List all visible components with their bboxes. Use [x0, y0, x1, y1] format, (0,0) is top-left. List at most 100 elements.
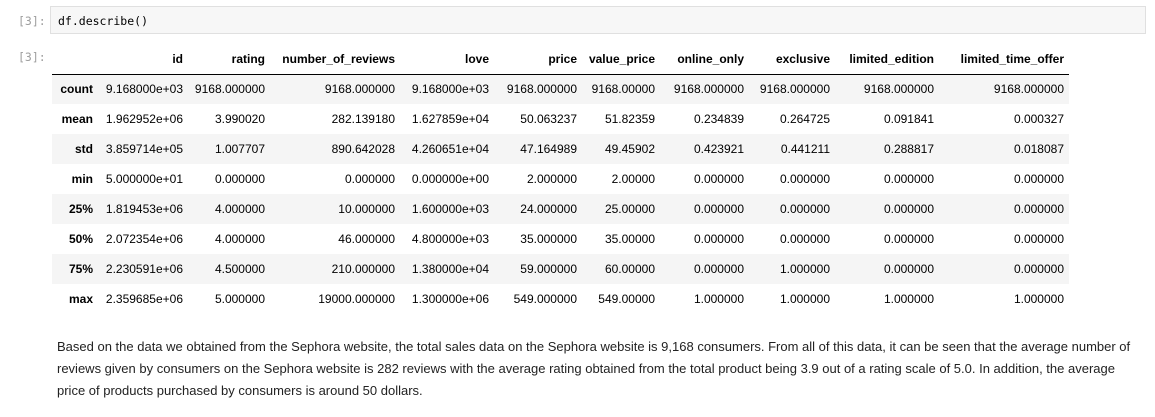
table-cell: 9168.000000 [506, 82, 577, 97]
table-cell: 46.000000 [338, 232, 395, 246]
output-prompt: [3]: [18, 50, 46, 64]
column-header-price: price [494, 44, 582, 75]
table-cell: 2.359685e+06 [105, 292, 183, 306]
column-header-exclusive: exclusive [749, 44, 835, 75]
column-header-online-only: online_only [660, 44, 749, 75]
table-cell: 2.072354e+06 [105, 232, 183, 246]
table-cell: 9168.000000 [673, 82, 744, 97]
table-body: count 9.168000e+03 9168.000000 9168.000000 9… [52, 74, 1069, 314]
table-cell: 0.441211 [780, 142, 830, 156]
table-cell: 4.260651e+04 [411, 142, 489, 156]
table-cell: 35.00000 [604, 232, 655, 246]
table-cell: 0.000000 [693, 202, 744, 216]
table-cell: 0.000000e+00 [411, 172, 489, 186]
table-cell: 1.000000 [1013, 292, 1064, 306]
table-cell: 3.990020 [214, 112, 265, 126]
row-label: 50% [68, 232, 93, 246]
table-cell: 19000.000000 [318, 292, 395, 306]
table-cell: 0.000000 [779, 172, 830, 186]
table-cell: 59.000000 [520, 262, 577, 276]
table-cell: 5.000000e+01 [105, 172, 183, 186]
table-cell: 1.819453e+06 [105, 202, 183, 216]
table-row: max 2.359685e+06 5.000000 19000.000000 1.300… [52, 284, 1069, 314]
table-cell: 549.00000 [598, 292, 655, 306]
table-cell: 4.000000 [214, 232, 265, 246]
table-cell: 0.000327 [1013, 112, 1064, 126]
table-cell: 1.600000e+03 [411, 202, 489, 216]
row-label: std [75, 142, 93, 156]
table-header-row: id rating number_of_reviews love price v… [52, 44, 1069, 75]
table-cell: 9168.000000 [993, 82, 1064, 97]
row-label: min [71, 172, 93, 186]
table-cell: 1.380000e+04 [411, 262, 489, 276]
table-cell: 0.000000 [1013, 262, 1064, 276]
table-cell: 0.000000 [779, 232, 830, 246]
table-row: mean 1.962952e+06 3.990020 282.139180 1.6278… [52, 104, 1069, 134]
table-cell: 24.000000 [520, 202, 577, 216]
table-cell: 2.000000 [526, 172, 577, 186]
input-prompt: [3]: [18, 14, 46, 28]
column-header-limited-time-offer: limited_time_offer [939, 44, 1069, 75]
table-cell: 1.000000 [779, 292, 830, 306]
table-cell: 0.000000 [883, 172, 934, 186]
table-cell: 1.300000e+06 [411, 292, 489, 306]
table-row: 25% 1.819453e+06 4.000000 10.000000 1.600000… [52, 194, 1069, 224]
column-header-limited-edition: limited_edition [835, 44, 939, 75]
table-cell: 0.000000 [344, 172, 395, 186]
table-row: 50% 2.072354e+06 4.000000 46.000000 4.800000… [52, 224, 1069, 254]
row-label: 75% [68, 262, 93, 276]
table-cell: 0.000000 [1013, 172, 1064, 186]
table-cell: 0.000000 [883, 202, 934, 216]
table-cell: 2.230591e+06 [105, 262, 183, 276]
table-cell: 549.000000 [513, 292, 577, 306]
table-cell: 9.168000e+03 [411, 82, 489, 97]
table-cell: 0.264725 [779, 112, 830, 126]
column-header-value-price: value_price [582, 44, 660, 75]
table-row: min 5.000000e+01 0.000000 0.000000 0.000000e… [52, 164, 1069, 194]
table-cell: 0.000000 [693, 232, 744, 246]
summary-paragraph: Based on the data we obtained from the S… [57, 339, 1131, 398]
table-cell: 890.642028 [331, 142, 395, 156]
table-cell: 0.000000 [1013, 202, 1064, 216]
table-cell: 9.168000e+03 [105, 82, 183, 97]
code-input-cell[interactable]: df.describe() [50, 6, 1146, 34]
table-cell: 4.500000 [214, 262, 265, 276]
row-label: max [68, 292, 93, 306]
column-header-rating: rating [188, 44, 270, 75]
column-header-number-of-reviews: number_of_reviews [270, 44, 400, 75]
table-cell: 0.018087 [1013, 142, 1064, 156]
column-header-index [52, 44, 98, 75]
table-cell: 0.000000 [693, 262, 744, 276]
table-row: std 3.859714e+05 1.007707 890.642028 4.26065… [52, 134, 1069, 164]
table-cell: 1.000000 [779, 262, 830, 276]
table-cell: 10.000000 [338, 202, 395, 216]
markdown-text-cell[interactable]: Based on the data we obtained from the S… [57, 336, 1137, 402]
table-cell: 35.000000 [520, 232, 577, 246]
table-cell: 210.000000 [331, 262, 395, 276]
table-cell: 1.007707 [214, 142, 265, 156]
table-cell: 49.45902 [604, 142, 655, 156]
table-cell: 9168.000000 [863, 82, 934, 97]
row-label: mean [61, 112, 93, 126]
table-cell: 9168.000000 [194, 82, 265, 97]
table-cell: 1.000000 [883, 292, 934, 306]
table-cell: 1.000000 [693, 292, 744, 306]
table-cell: 0.000000 [779, 202, 830, 216]
table-row: count 9.168000e+03 9168.000000 9168.000000 9… [52, 74, 1069, 104]
table-row: 75% 2.230591e+06 4.500000 210.000000 1.38000… [52, 254, 1069, 284]
table-cell: 9168.000000 [759, 82, 830, 97]
table-cell: 47.164989 [520, 142, 577, 156]
table-cell: 0.234839 [693, 112, 744, 126]
table-cell: 0.000000 [693, 172, 744, 186]
table-cell: 25.00000 [604, 202, 655, 216]
table-cell: 0.000000 [883, 262, 934, 276]
code-text: df.describe() [58, 14, 149, 28]
table-cell: 0.423921 [693, 142, 744, 156]
table-cell: 0.091841 [883, 112, 934, 126]
column-header-id: id [98, 44, 188, 75]
row-label: count [60, 82, 93, 97]
describe-output-table: id rating number_of_reviews love price v… [52, 44, 1069, 314]
table-cell: 5.000000 [214, 292, 265, 306]
table-cell: 9168.00000 [591, 82, 655, 97]
table-cell: 1.627859e+04 [411, 112, 489, 126]
